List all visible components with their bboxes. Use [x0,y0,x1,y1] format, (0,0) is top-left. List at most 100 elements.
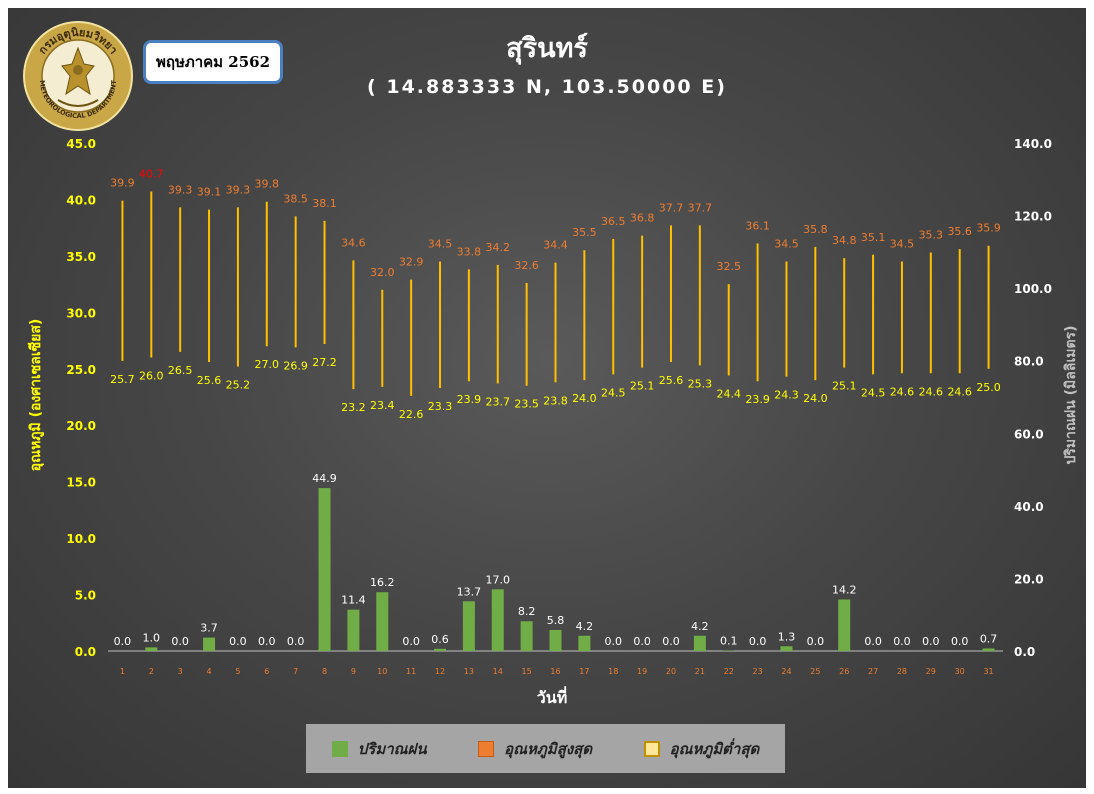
legend-label-tmin: อุณหภูมิต่ำสุด [669,739,760,758]
x-tick-label: 15 [522,667,532,676]
rain-value-label: 44.9 [312,472,337,485]
left-y-tick-label: 40.0 [66,193,96,207]
rain-series: 0.0 1.0 0.0 3.7 0.0 0.0 0.0 44.9 11.4 16.2 0.0 0.6 1… [114,472,998,651]
tmin-value-label: 24.0 [572,392,597,405]
right-y-tick-label: 20.0 [1014,572,1044,586]
tmin-value-label: 23.5 [514,398,539,411]
right-y-tick-label: 0.0 [1014,645,1035,659]
tmax-value-label: 32.5 [716,260,741,273]
x-tick-label: 11 [406,667,416,676]
rain-bar [491,589,504,651]
tmin-value-label: 24.3 [774,389,799,402]
tmax-value-label: 36.8 [630,212,655,225]
tmax-value-label: 35.9 [976,222,1001,235]
tmin-value-label: 23.4 [370,399,395,412]
tmin-value-label: 24.5 [861,386,886,399]
rain-value-label: 0.7 [980,632,998,645]
tmin-value-label: 27.2 [312,356,337,369]
x-tick-label: 19 [637,667,647,676]
tmax-value-label: 35.3 [919,229,944,242]
x-tick-label: 24 [781,667,791,676]
right-y-tick-label: 40.0 [1014,500,1044,514]
tmin-value-label: 25.3 [688,377,713,390]
rain-value-label: 16.2 [370,576,395,589]
month-label: พฤษภาคม 2562 [155,53,271,71]
x-tick-label: 17 [579,667,589,676]
rain-bar [838,599,851,651]
legend-label-tmax: อุณหภูมิสูงสุด [504,739,593,758]
right-y-axis: 0.0 20.0 40.0 60.0 80.0 100.0 120.0 140.0 [1014,137,1052,659]
tmin-value-label: 26.9 [283,359,308,372]
tmax-value-label: 32.9 [399,256,424,269]
left-y-tick-label: 30.0 [66,306,96,320]
tmax-value-label: 38.5 [283,192,308,205]
tmax-value-label: 33.8 [457,245,482,258]
x-tick-label: 31 [983,667,993,676]
tmax-value-label: 34.6 [341,236,366,249]
tmin-value-label: 25.1 [630,380,655,393]
legend-item-tmin: อุณหภูมิต่ำสุด [643,737,760,761]
tmax-value-label: 37.7 [659,201,684,214]
tmax-value-label: 37.7 [688,201,713,214]
x-tick-label: 6 [264,667,269,676]
tmin-value-label: 25.1 [832,380,857,393]
right-y-tick-label: 80.0 [1014,355,1044,369]
right-y-tick-label: 140.0 [1014,137,1052,151]
rain-value-label: 0.0 [402,635,420,648]
rain-bar [434,648,447,651]
rain-value-label: 0.0 [951,635,969,648]
rain-value-label: 0.0 [229,635,247,648]
x-axis-label: วันที่ [537,686,567,707]
tmin-value-label: 24.6 [890,385,915,398]
rain-value-label: 0.0 [258,635,276,648]
legend-label-rain: ปริมาณฝน [357,739,427,758]
rain-bar [318,488,331,651]
legend-item-tmax: อุณหภูมิสูงสุด [478,737,592,761]
rain-value-label: 8.2 [518,605,536,618]
rain-bar [520,621,533,651]
rain-bar [549,629,562,651]
x-tick-label: 21 [695,667,705,676]
tmax-value-label: 39.3 [168,183,193,196]
rain-value-label: 0.0 [287,635,305,648]
rain-value-label: 14.2 [832,583,857,596]
tmin-value-label: 25.2 [226,379,251,392]
tmin-value-label: 27.0 [255,358,280,371]
rain-value-label: 0.0 [749,635,767,648]
tmin-value-label: 23.7 [486,395,511,408]
tmax-value-label: 35.8 [803,223,828,236]
x-tick-label: 3 [178,667,183,676]
rain-bar [780,646,793,651]
tmin-value-label: 24.6 [947,385,972,398]
x-axis-ticks: 1 2 3 4 5 6 7 8 9 10 11 12 13 14 15 16 17 18 19 20 21 22 23 24 2… [120,667,994,676]
x-tick-label: 8 [322,667,327,676]
right-y-axis-label: ปริมาณฝน (มิลลิเมตร) [1063,326,1079,465]
rain-bar [376,592,389,651]
tmin-value-label: 26.5 [168,364,193,377]
legend-swatch-tmax [478,740,495,757]
tmax-value-label: 39.3 [226,183,251,196]
tmax-value-label: 35.6 [947,225,972,238]
legend-swatch-tmin [643,740,660,757]
tmax-value-label: 35.5 [572,226,597,239]
x-tick-label: 14 [493,667,503,676]
tmax-value-label: 34.5 [428,238,453,251]
tmin-value-label: 22.6 [399,408,424,421]
x-tick-label: 16 [550,667,560,676]
rain-value-label: 4.2 [691,620,709,633]
left-y-tick-label: 35.0 [66,250,96,264]
rain-value-label: 1.3 [778,630,796,643]
left-y-tick-label: 5.0 [75,589,96,603]
tmin-value-label: 26.0 [139,369,164,382]
right-y-tick-label: 60.0 [1014,427,1044,441]
left-y-axis-label: อุณหภูมิ (องศาเซลเซียส) [28,319,44,472]
tmin-value-label: 23.9 [457,393,482,406]
rain-value-label: 0.6 [431,633,449,646]
station-title: สุรินทร์ [506,33,588,64]
tmin-value-label: 24.6 [919,385,944,398]
tmax-value-label: 38.1 [312,197,337,210]
rain-value-label: 5.8 [547,614,565,627]
rain-value-label: 17.0 [486,573,511,586]
tmin-value-label: 23.3 [428,400,453,413]
x-tick-label: 18 [608,667,618,676]
